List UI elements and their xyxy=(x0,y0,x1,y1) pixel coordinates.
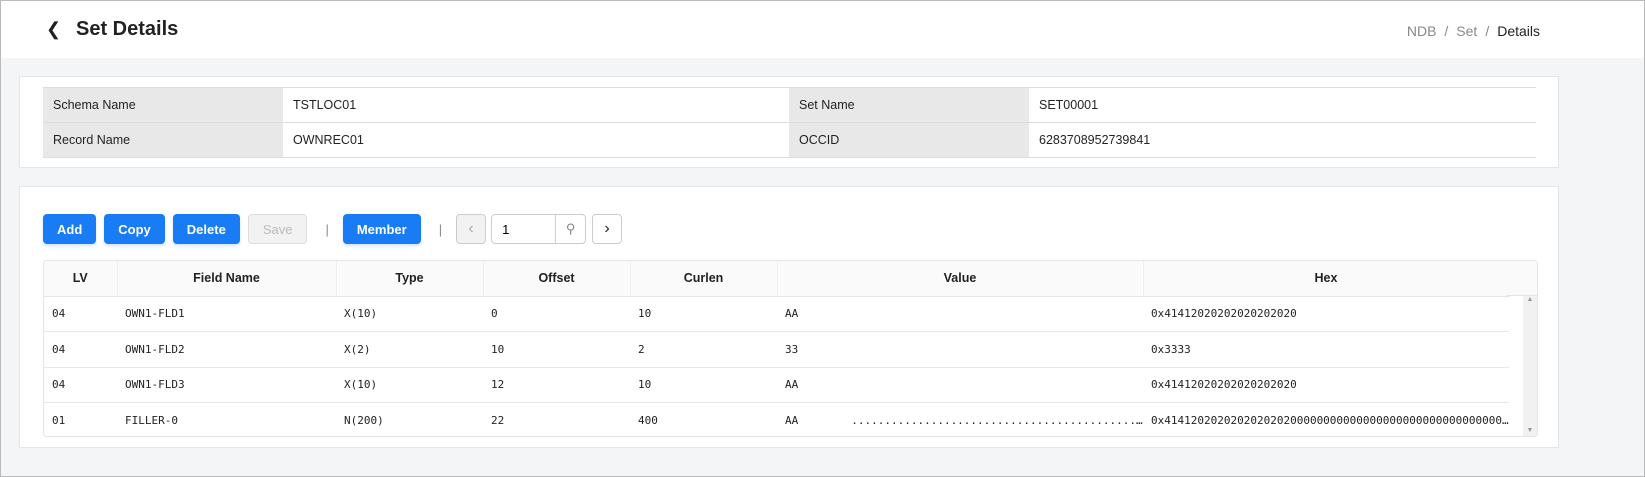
breadcrumb-details: Details xyxy=(1497,23,1540,39)
search-icon[interactable]: ⚲ xyxy=(555,215,585,243)
schema-name-value: TSTLOC01 xyxy=(283,87,789,123)
save-button[interactable]: Save xyxy=(247,214,308,244)
cell-hex[interactable]: 0x3333 xyxy=(1143,331,1509,368)
cell-field-name[interactable]: FILLER-0 xyxy=(117,402,336,436)
table-row[interactable]: 04 OWN1-FLD1 X(10) 0 10 AA 0x41412020202020202… xyxy=(44,296,1509,332)
cell-value[interactable]: AA xyxy=(777,296,1143,332)
cell-field-name[interactable]: OWN1-FLD3 xyxy=(117,367,336,403)
set-info-panel: Schema Name TSTLOC01 Set Name SET00001 Reco… xyxy=(19,76,1559,168)
page-header: ❮ Set Details NDB / Set / Details xyxy=(1,1,1644,58)
cell-offset[interactable]: 10 xyxy=(483,331,630,368)
vertical-scrollbar[interactable]: ▲ ▼ xyxy=(1523,296,1537,436)
cell-type[interactable]: N(200) xyxy=(336,402,483,436)
cell-field-name[interactable]: OWN1-FLD1 xyxy=(117,296,336,332)
column-header-type[interactable]: Type xyxy=(336,261,484,297)
cell-lv[interactable]: 04 xyxy=(44,367,117,403)
page-input-group: ⚲ xyxy=(491,214,587,244)
cell-lv[interactable]: 04 xyxy=(44,296,117,332)
delete-button[interactable]: Delete xyxy=(172,214,240,244)
cell-lv[interactable]: 01 xyxy=(44,402,117,436)
page-input[interactable] xyxy=(492,215,556,243)
table-row[interactable]: 04 OWN1-FLD3 X(10) 12 10 AA 0x4141202020202020… xyxy=(44,367,1509,403)
occid-label: OCCID xyxy=(789,122,1029,158)
cell-type[interactable]: X(10) xyxy=(336,296,483,332)
breadcrumb-ndb[interactable]: NDB xyxy=(1406,23,1437,39)
toolbar-separator: | xyxy=(438,221,443,237)
fields-panel: Add Copy Delete Save | Member | ‹ ⚲ › LV… xyxy=(19,186,1559,448)
cell-value[interactable]: AA xyxy=(777,367,1143,403)
cell-hex[interactable]: 0x41412020202020202020 xyxy=(1143,296,1509,332)
cell-offset[interactable]: 0 xyxy=(483,296,630,332)
cell-offset[interactable]: 12 xyxy=(483,367,630,403)
breadcrumb: NDB / Set / Details xyxy=(1406,23,1540,39)
add-button[interactable]: Add xyxy=(43,214,97,244)
schema-name-label: Schema Name xyxy=(43,87,283,123)
column-header-field-name[interactable]: Field Name xyxy=(117,261,337,297)
cell-curlen[interactable]: 400 xyxy=(630,402,777,436)
cell-field-name[interactable]: OWN1-FLD2 xyxy=(117,331,336,368)
cell-hex[interactable]: 0x41412020202020202020000000000000000000… xyxy=(1143,402,1509,436)
cell-value[interactable]: 33 xyxy=(777,331,1143,368)
back-chevron-icon[interactable]: ❮ xyxy=(46,19,62,39)
set-name-label: Set Name xyxy=(789,87,1029,123)
cell-type[interactable]: X(10) xyxy=(336,367,483,403)
table-row[interactable]: 01 FILLER-0 N(200) 22 400 AA ................… xyxy=(44,402,1509,436)
set-info-table: Schema Name TSTLOC01 Set Name SET00001 Reco… xyxy=(43,87,1536,158)
record-name-value: OWNREC01 xyxy=(283,122,789,158)
cell-offset[interactable]: 22 xyxy=(483,402,630,436)
cell-curlen[interactable]: 10 xyxy=(630,367,777,403)
column-header-curlen[interactable]: Curlen xyxy=(630,261,778,297)
cell-hex[interactable]: 0x41412020202020202020 xyxy=(1143,367,1509,403)
cell-value[interactable]: AA .....................................… xyxy=(777,402,1143,436)
cell-lv[interactable]: 04 xyxy=(44,331,117,368)
table-row[interactable]: 04 OWN1-FLD2 X(2) 10 2 33 0x3333 xyxy=(44,331,1509,368)
column-header-value[interactable]: Value xyxy=(777,261,1144,297)
scroll-down-icon[interactable]: ▼ xyxy=(1526,427,1534,434)
page-title: Set Details xyxy=(76,18,179,40)
set-name-value: SET00001 xyxy=(1029,87,1536,123)
column-header-offset[interactable]: Offset xyxy=(483,261,631,297)
copy-button[interactable]: Copy xyxy=(104,214,165,244)
cell-type[interactable]: X(2) xyxy=(336,331,483,368)
occid-value: 6283708952739841 xyxy=(1029,122,1536,158)
scroll-up-icon[interactable]: ▲ xyxy=(1526,296,1534,303)
breadcrumb-set[interactable]: Set xyxy=(1456,23,1478,39)
fields-grid: LV Field Name Type Offset Curlen Value H… xyxy=(43,260,1538,437)
column-header-hex[interactable]: Hex xyxy=(1143,261,1510,297)
column-header-lv[interactable]: LV xyxy=(44,261,118,297)
grid-header-filler xyxy=(1507,261,1537,296)
next-page-button[interactable]: › xyxy=(592,214,623,244)
cell-curlen[interactable]: 10 xyxy=(630,296,777,332)
cell-curlen[interactable]: 2 xyxy=(630,331,777,368)
member-button[interactable]: Member xyxy=(342,214,421,244)
prev-page-button[interactable]: ‹ xyxy=(456,214,487,244)
record-name-label: Record Name xyxy=(43,122,283,158)
toolbar-separator: | xyxy=(325,221,329,237)
toolbar: Add Copy Delete Save | Member | ‹ ⚲ › xyxy=(43,214,627,244)
